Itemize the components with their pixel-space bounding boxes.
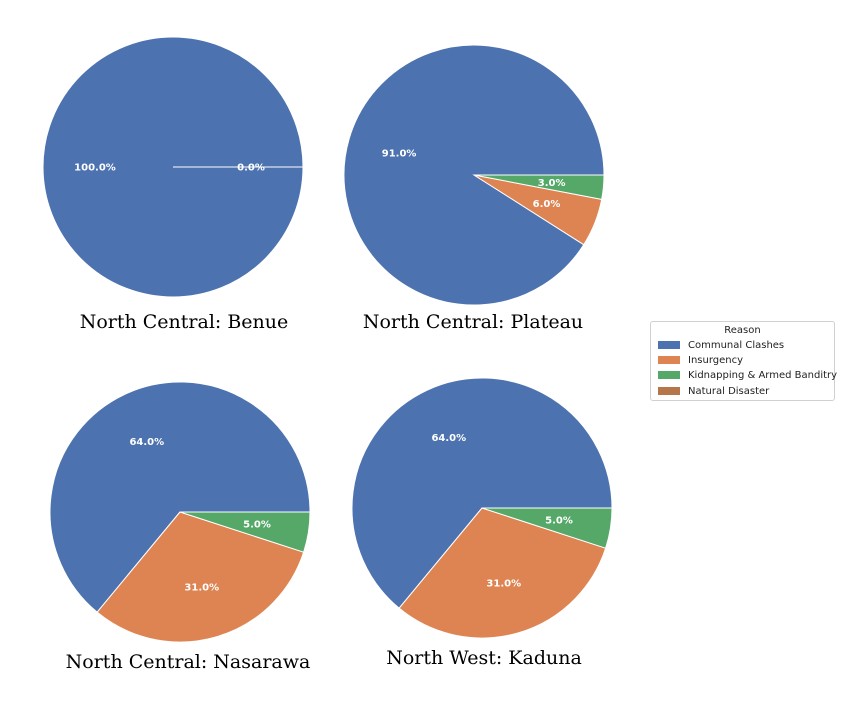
pie-title-kaduna: North West: Kaduna xyxy=(386,647,582,669)
legend-item-natural-disaster: Natural Disaster xyxy=(658,384,769,398)
legend-label: Kidnapping & Armed Banditry xyxy=(688,369,838,381)
pie-slice-communal-clashes xyxy=(351,377,613,609)
pie-label-communal-clashes: 64.0% xyxy=(431,433,466,444)
pie-chart-kaduna: 64.0% 31.0% 5.0% xyxy=(351,377,613,639)
pie-slice-insurgency xyxy=(96,511,305,643)
chart-legend: Reason Communal Clashes Insurgency Kidna… xyxy=(650,321,837,401)
pie-slice-communal-clashes xyxy=(49,381,311,613)
pie-label-communal-clashes: 100.0% xyxy=(74,163,116,174)
legend-item-communal-clashes: Communal Clashes xyxy=(658,338,784,352)
legend-label: Communal Clashes xyxy=(688,339,785,351)
pie-chart-plateau: 91.0% 6.0% 3.0% xyxy=(343,44,605,306)
pie-slice-kidnapping-armed-banditry xyxy=(481,507,613,549)
pie-slice-kidnapping-armed-banditry xyxy=(179,511,311,553)
pie-chart-benue: 100.0% 0.0% xyxy=(42,36,304,298)
pie-chart-nasarawa: 64.0% 31.0% 5.0% xyxy=(49,381,311,643)
pie-label-kidnapping-armed-banditry: 3.0% xyxy=(538,178,566,189)
legend-label: Natural Disaster xyxy=(688,385,770,397)
pie-label-insurgency: 0.0% xyxy=(237,163,265,174)
legend-item-insurgency: Insurgency xyxy=(658,353,743,367)
pie-title-benue: North Central: Benue xyxy=(80,311,289,333)
legend-swatch xyxy=(658,341,680,349)
pie-label-insurgency: 31.0% xyxy=(486,578,521,589)
pie-label-insurgency: 6.0% xyxy=(533,199,561,210)
pie-label-kidnapping-armed-banditry: 5.0% xyxy=(243,520,271,531)
pie-label-kidnapping-armed-banditry: 5.0% xyxy=(545,516,573,527)
pie-slice-kidnapping-armed-banditry xyxy=(473,174,605,200)
pie-title-nasarawa: North Central: Nasarawa xyxy=(66,651,311,673)
legend-swatch xyxy=(658,387,680,395)
legend-label: Insurgency xyxy=(688,354,744,366)
legend-title: Reason xyxy=(724,325,761,336)
pie-label-insurgency: 31.0% xyxy=(184,582,219,593)
pie-label-communal-clashes: 91.0% xyxy=(382,149,417,160)
pie-slice-communal-clashes xyxy=(343,44,605,306)
pie-slice-insurgency xyxy=(398,507,607,639)
pie-label-communal-clashes: 64.0% xyxy=(129,437,164,448)
legend-item-kidnapping-armed-banditry: Kidnapping & Armed Banditry xyxy=(658,368,837,382)
pie-title-plateau: North Central: Plateau xyxy=(363,311,583,333)
legend-swatch xyxy=(658,356,680,364)
legend-swatch xyxy=(658,371,680,379)
